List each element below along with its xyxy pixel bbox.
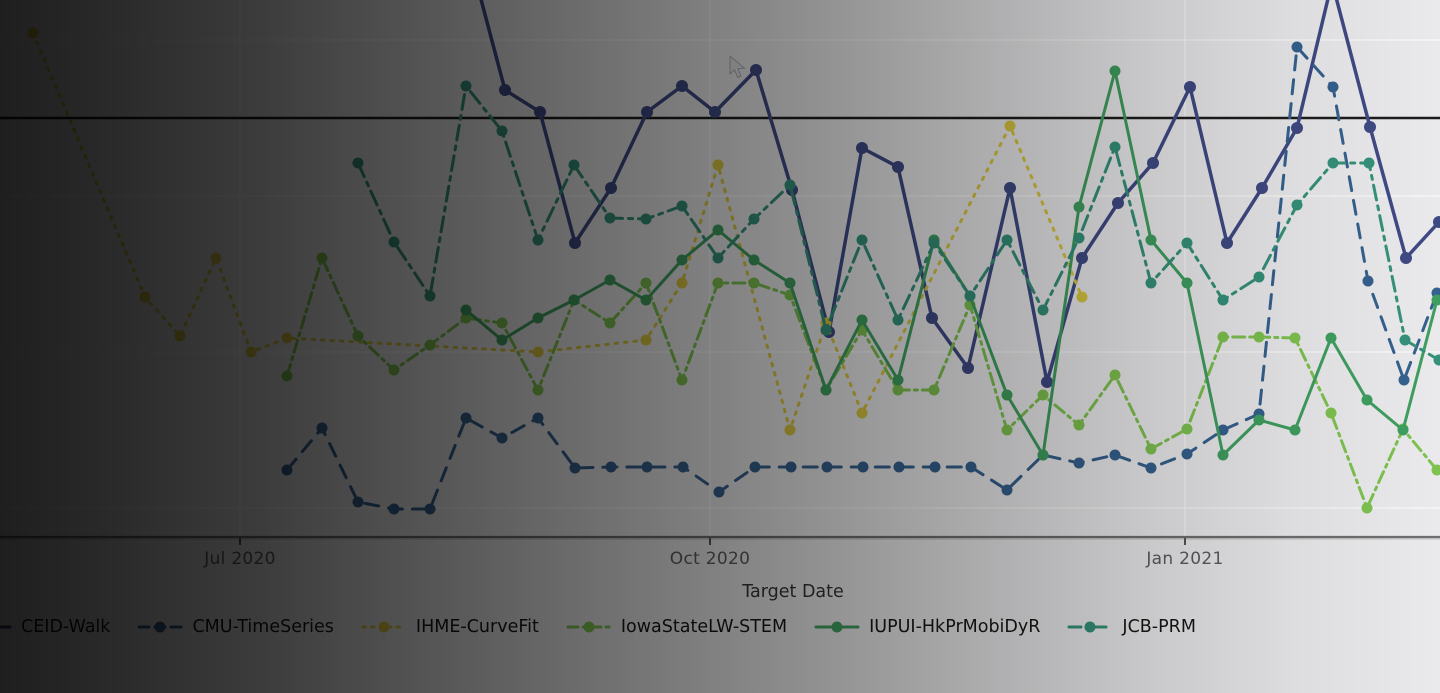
legend-marker-icon [137, 621, 183, 633]
x-axis [0, 535, 1440, 545]
mouse-cursor-icon [729, 56, 746, 79]
legend-item-iupui-hkprmobidyr[interactable]: IUPUI-HkPrMobiDyR [814, 617, 1040, 637]
legend-marker-icon [566, 621, 612, 633]
legend-marker-icon [1067, 621, 1113, 633]
x-tick-label-oct-2020: Oct 2020 [669, 549, 751, 569]
x-tick-label-jul-2020: Jul 2020 [204, 549, 276, 569]
legend-label: CMU-TimeSeries [192, 617, 334, 637]
legend-label: JCB-PRM [1122, 617, 1196, 637]
legend-item-iowastatelw-stem[interactable]: IowaStateLW-STEM [566, 617, 787, 637]
legend-item-ceid-walk[interactable]: CEID-Walk [0, 617, 110, 637]
legend-label: CEID-Walk [21, 617, 111, 637]
legend-label: IowaStateLW-STEM [620, 617, 788, 637]
series-line-IowaStateLW-STEM[interactable] [281, 252, 1440, 514]
legend-item-cmu-timeseries[interactable]: CMU-TimeSeries [137, 617, 334, 637]
legend-item-ihme-curvefit[interactable]: IHME-CurveFit [361, 617, 539, 637]
series-line-IHME-CurveFit[interactable] [27, 27, 1088, 436]
legend-label: IUPUI-HkPrMobiDyR [869, 617, 1041, 637]
legend-label: IHME-CurveFit [415, 617, 539, 637]
x-tick-label-jan-2021: Jan 2021 [1146, 549, 1224, 569]
legend-marker-icon [0, 625, 12, 629]
series-line-CMU-TimeSeries[interactable] [281, 41, 1440, 515]
legend-item-jcb-prm[interactable]: JCB-PRM [1067, 617, 1196, 637]
legend: CEID-Walk CMU-TimeSeries IHME-CurveFit Iowa… [0, 613, 1196, 641]
legend-marker-icon [814, 621, 860, 633]
x-axis-title: Target Date [742, 582, 844, 602]
legend-marker-icon [361, 621, 407, 633]
series-line-JCB-PRM[interactable] [352, 80, 1440, 366]
